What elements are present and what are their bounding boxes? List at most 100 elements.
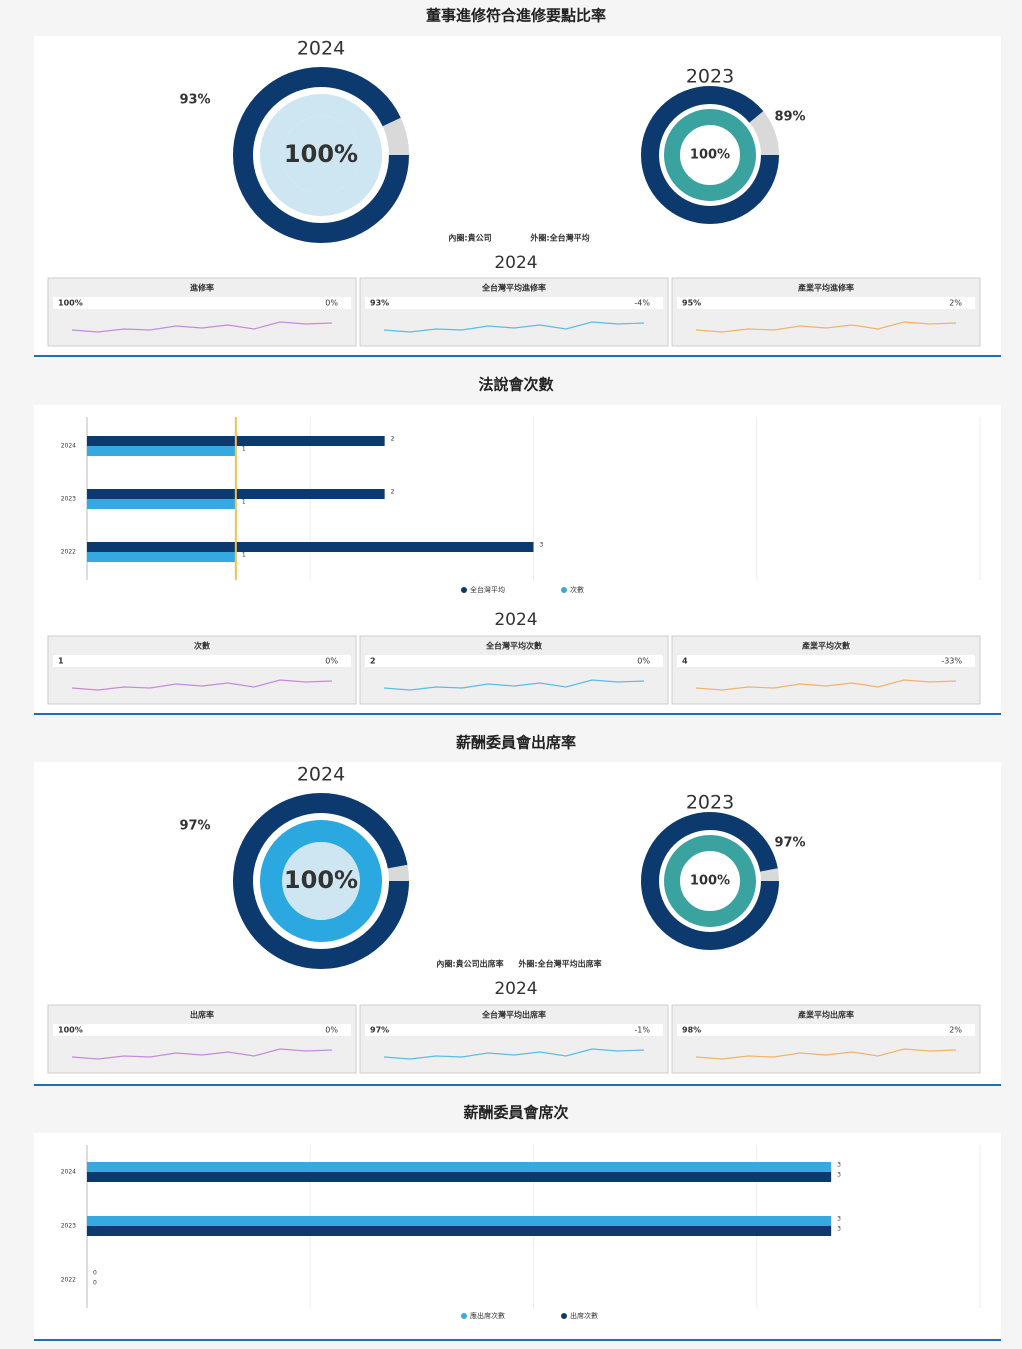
kpi-row: [677, 1024, 975, 1036]
cards-year: 2024: [494, 610, 537, 630]
kpi-card: [671, 635, 981, 705]
bar: [87, 499, 236, 509]
kpi-title: 全台灣平均進修率: [481, 283, 546, 293]
legend-swatch: [461, 587, 467, 593]
inner-ring: [664, 835, 756, 927]
value-label: 3: [837, 1226, 841, 1233]
legend-entry: 外圈:全台灣平均: [530, 233, 589, 243]
inner-ring: [664, 109, 756, 201]
kpi-change: 0%: [325, 299, 338, 308]
kpi-row: [53, 297, 351, 309]
kpi-card: [47, 277, 357, 347]
bar: [87, 542, 534, 552]
outer-label: 89%: [774, 110, 805, 125]
kpi-title: 產業平均進修率: [797, 283, 854, 293]
kpi-card: [359, 635, 669, 705]
y-tick-label: 2023: [61, 1223, 76, 1230]
legend-entry: 內圈:貴公司: [448, 233, 491, 243]
kpi-title: 產業平均次數: [801, 641, 850, 651]
section-title: 薪酬委員會出席率: [456, 734, 576, 752]
section-title: 薪酬委員會席次: [463, 1104, 568, 1122]
section-title: 董事進修符合進修要點比率: [426, 7, 606, 25]
value-label: 3: [837, 1216, 841, 1223]
bar: [87, 1162, 832, 1172]
sparkline: [383, 679, 645, 691]
value-label: 1: [242, 552, 246, 559]
bar: [87, 552, 236, 562]
kpi-title: 全台灣平均出席率: [481, 1010, 546, 1020]
kpi-value: 100%: [58, 1026, 83, 1035]
kpi-row: [677, 655, 975, 667]
kpi-value: 98%: [682, 1026, 701, 1035]
sparkline: [71, 321, 333, 333]
legend-entry: 外圈:全台灣平均出席率: [518, 959, 601, 969]
bar: [87, 1216, 832, 1226]
value-label: 0: [93, 1280, 97, 1287]
kpi-value: 2: [370, 657, 376, 666]
inner-label: 100%: [284, 866, 358, 894]
kpi-card: [671, 1004, 981, 1074]
kpi-row: [365, 297, 663, 309]
y-tick-label: 2022: [61, 549, 76, 556]
value-label: 3: [540, 542, 544, 549]
value-label: 1: [242, 499, 246, 506]
year-label: 2024: [297, 38, 345, 60]
y-tick-label: 2024: [61, 1169, 76, 1176]
outer-ring: [641, 812, 779, 950]
inner-label: 100%: [690, 148, 730, 163]
bar: [87, 1172, 832, 1182]
cards-year: 2024: [494, 253, 537, 273]
outer-ring: [233, 793, 409, 969]
sparkline: [695, 321, 957, 333]
kpi-row: [365, 1024, 663, 1036]
legend-swatch: [461, 1313, 467, 1319]
kpi-change: 2%: [949, 299, 962, 308]
sparkline: [695, 679, 957, 691]
value-label: 2: [391, 436, 395, 443]
kpi-change: 0%: [637, 657, 650, 666]
value-label: 0: [93, 1270, 97, 1277]
legend-entry: 內圈:貴公司出席率: [436, 959, 503, 969]
kpi-change: -33%: [941, 657, 962, 666]
kpi-title: 進修率: [190, 283, 214, 293]
inner-fill: [282, 842, 360, 920]
inner-fill: [680, 851, 740, 911]
kpi-row: [53, 655, 351, 667]
legend-entry: 全台灣平均: [470, 585, 505, 594]
sparkline: [71, 1048, 333, 1060]
sparkline: [695, 1048, 957, 1060]
kpi-card: [359, 277, 669, 347]
inner-label: 100%: [690, 874, 730, 889]
sparkline: [383, 321, 645, 333]
kpi-change: -1%: [634, 1026, 650, 1035]
sparkline: [71, 679, 333, 691]
kpi-value: 97%: [370, 1026, 389, 1035]
kpi-change: 0%: [325, 657, 338, 666]
kpi-title: 產業平均出席率: [797, 1010, 854, 1020]
kpi-value: 4: [682, 657, 688, 666]
legend-entry: 次數: [570, 585, 584, 594]
kpi-value: 93%: [370, 299, 389, 308]
kpi-card: [47, 1004, 357, 1074]
kpi-change: -4%: [634, 299, 650, 308]
kpi-title: 全台灣平均次數: [485, 641, 542, 651]
value-label: 2: [391, 489, 395, 496]
kpi-row: [365, 655, 663, 667]
kpi-card: [47, 635, 357, 705]
value-label: 3: [837, 1162, 841, 1169]
year-label: 2024: [297, 764, 345, 786]
kpi-change: 0%: [325, 1026, 338, 1035]
kpi-row: [53, 1024, 351, 1036]
cards-year: 2024: [494, 979, 537, 999]
kpi-value: 95%: [682, 299, 701, 308]
outer-label: 97%: [179, 819, 210, 834]
inner-fill: [680, 125, 740, 185]
kpi-title: 次數: [194, 641, 210, 651]
bar: [87, 446, 236, 456]
legend-swatch: [561, 587, 567, 593]
outer-label: 97%: [774, 836, 805, 851]
inner-ring: [260, 94, 382, 216]
kpi-card: [359, 1004, 669, 1074]
legend-swatch: [561, 1313, 567, 1319]
